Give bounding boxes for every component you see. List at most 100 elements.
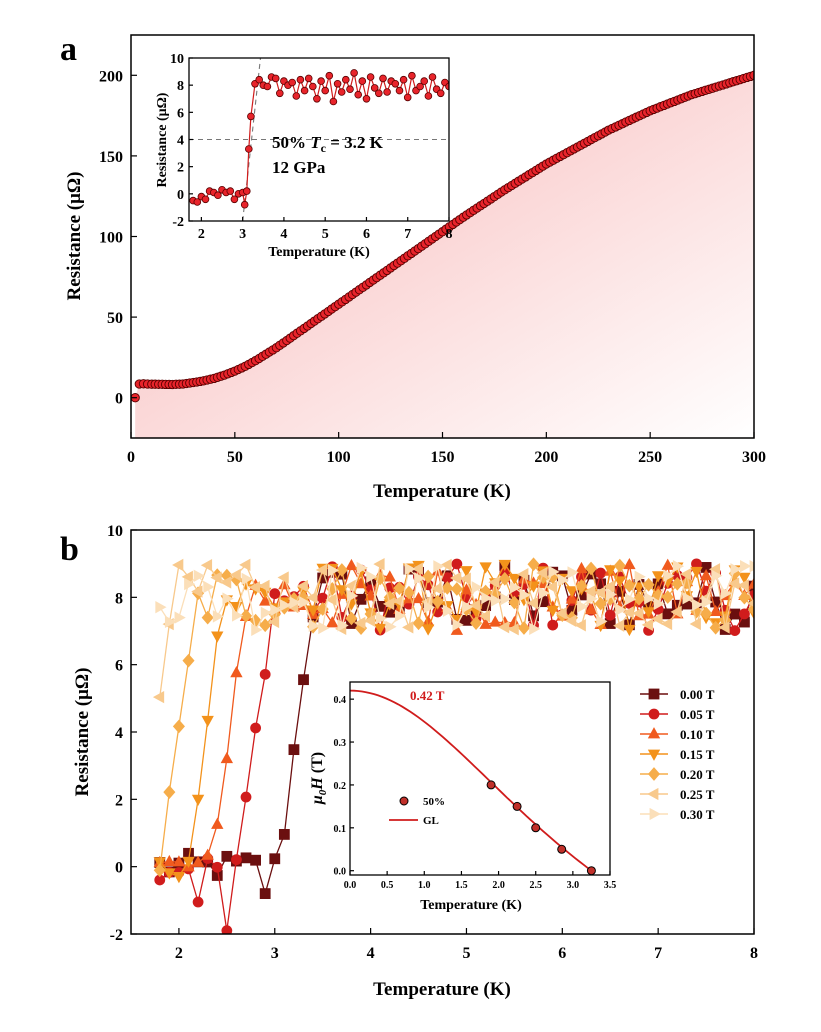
series-point-010T (661, 558, 674, 570)
series-point-020T (441, 581, 454, 595)
series-point-010T (211, 817, 224, 829)
legend-marker (648, 708, 660, 720)
series-point-030T (653, 597, 665, 611)
series-point-025T (200, 559, 213, 572)
panel-a-inset-xlabel: Temperature (K) (268, 245, 370, 260)
inset-resistance-point (383, 88, 391, 96)
series-point-010T (259, 594, 272, 606)
panel-b-legend: 0.00 T 0.05 T 0.10 T 0.15 T 0.20 T 0.25 T 0.30… (640, 687, 715, 822)
panel-b-ytick-label: 6 (115, 658, 123, 675)
series-point-025T (574, 619, 586, 632)
series-point-000T (298, 674, 309, 686)
series-point-025T (488, 576, 500, 589)
series-point-025T (670, 605, 682, 619)
legend-marker (647, 727, 661, 739)
series-point-005T (604, 609, 616, 621)
series-point-030T (740, 559, 752, 573)
series-point-010T (163, 854, 176, 867)
series-point-025T (363, 614, 376, 627)
inset-resistance-point (292, 92, 301, 100)
series-point-010T (623, 557, 636, 570)
inset-resistance-point (240, 200, 249, 209)
series-point-015T (374, 623, 387, 635)
series-point-025T (478, 609, 491, 623)
series-point-030T (500, 592, 512, 606)
series-point-025T (430, 582, 443, 595)
legend-label: 0.00 T (680, 687, 715, 702)
series-point-025T (411, 562, 423, 575)
series-point-025T (172, 558, 184, 572)
series-point-030T (299, 596, 311, 609)
series-point-030T (289, 596, 301, 609)
series-point-025T (718, 621, 730, 634)
series-point-005T (211, 861, 223, 873)
series-point-030T (548, 565, 560, 578)
series-point-010T (172, 855, 186, 867)
series-point-030T (375, 612, 388, 625)
series-point-005T (547, 619, 559, 631)
series-point-030T (222, 592, 234, 605)
series-point-010T (460, 583, 473, 595)
series-point-025T (517, 568, 529, 581)
inset-ylabel-sub: 0 (317, 789, 329, 795)
series-point-020T (163, 785, 176, 799)
series-point-010T (191, 855, 205, 867)
panel-b-inset: 0.0 0.5 1.0 1.5 2.0 2.5 3.0 3.50.00.10.20.30.4 … (309, 681, 616, 913)
series-point-020T (632, 592, 646, 606)
series-point-025T (526, 596, 538, 610)
series-point-025T (191, 585, 203, 598)
inset-resistance-point (362, 95, 371, 103)
series-point-030T (509, 581, 522, 594)
series-point-030T (471, 581, 483, 594)
inset-resistance-point (214, 191, 222, 200)
series-point-025T (612, 619, 625, 632)
inset-resistance-point (346, 85, 354, 93)
tc-annotation-prefix: 50% (272, 133, 310, 152)
inset-resistance-point (243, 187, 251, 195)
series-point-015T (421, 624, 435, 636)
series-point-025T (747, 599, 754, 608)
series-point-015T (642, 607, 655, 619)
series-point-025T (459, 572, 471, 585)
series-point-025T (181, 570, 193, 584)
panel-b-inset-xtick-label: 1.5 (455, 880, 468, 891)
tc-annotation-suffix: = 3.2 K (326, 133, 384, 152)
series-point-025T (603, 580, 615, 593)
panel-b-inset-xtick-label: 0.0 (344, 880, 357, 891)
series-point-005T (250, 722, 262, 734)
series-point-030T (442, 604, 455, 617)
series-point-025T (382, 597, 395, 611)
series-point-010T (201, 848, 214, 860)
panel-a-inset-ytick-label: 8 (177, 79, 184, 94)
series-point-025T (315, 563, 328, 577)
series-point-025T (277, 571, 289, 584)
series-point-025T (689, 617, 701, 631)
panel-b-xtick-label: 8 (750, 945, 758, 962)
inset-resistance-point (399, 75, 408, 84)
resistance-area-fill (135, 75, 754, 438)
series-point-015T (613, 576, 626, 588)
series-point-005T (595, 567, 607, 579)
series-point-025T (593, 586, 606, 599)
panel-b-ytick-label: 4 (115, 725, 123, 742)
critical-field-point (586, 866, 596, 876)
series-point-010T (230, 666, 243, 678)
inset-resistance-point (341, 75, 350, 84)
panel-b-inset-ytick-label: 0.4 (334, 695, 347, 706)
series-point-025T (258, 579, 270, 593)
inset-resistance-point (358, 77, 367, 85)
panel-a-inset-ytick-label: 4 (177, 134, 184, 149)
panel-a-xtick-label: 300 (742, 449, 766, 466)
series-point-025T (306, 591, 318, 604)
series-point-010T (412, 591, 425, 604)
panel-a-inset-ytick-label: -2 (172, 215, 184, 230)
series-point-015T (604, 565, 617, 577)
series-point-020T (259, 618, 272, 633)
legend-label: 0.20 T (680, 767, 715, 782)
series-point-025T (373, 557, 385, 571)
series-point-015T (460, 566, 473, 578)
series-point-030T (634, 570, 646, 583)
series-point-020T (517, 621, 531, 635)
series-point-000T (221, 850, 233, 862)
series-point-000T (729, 608, 741, 620)
